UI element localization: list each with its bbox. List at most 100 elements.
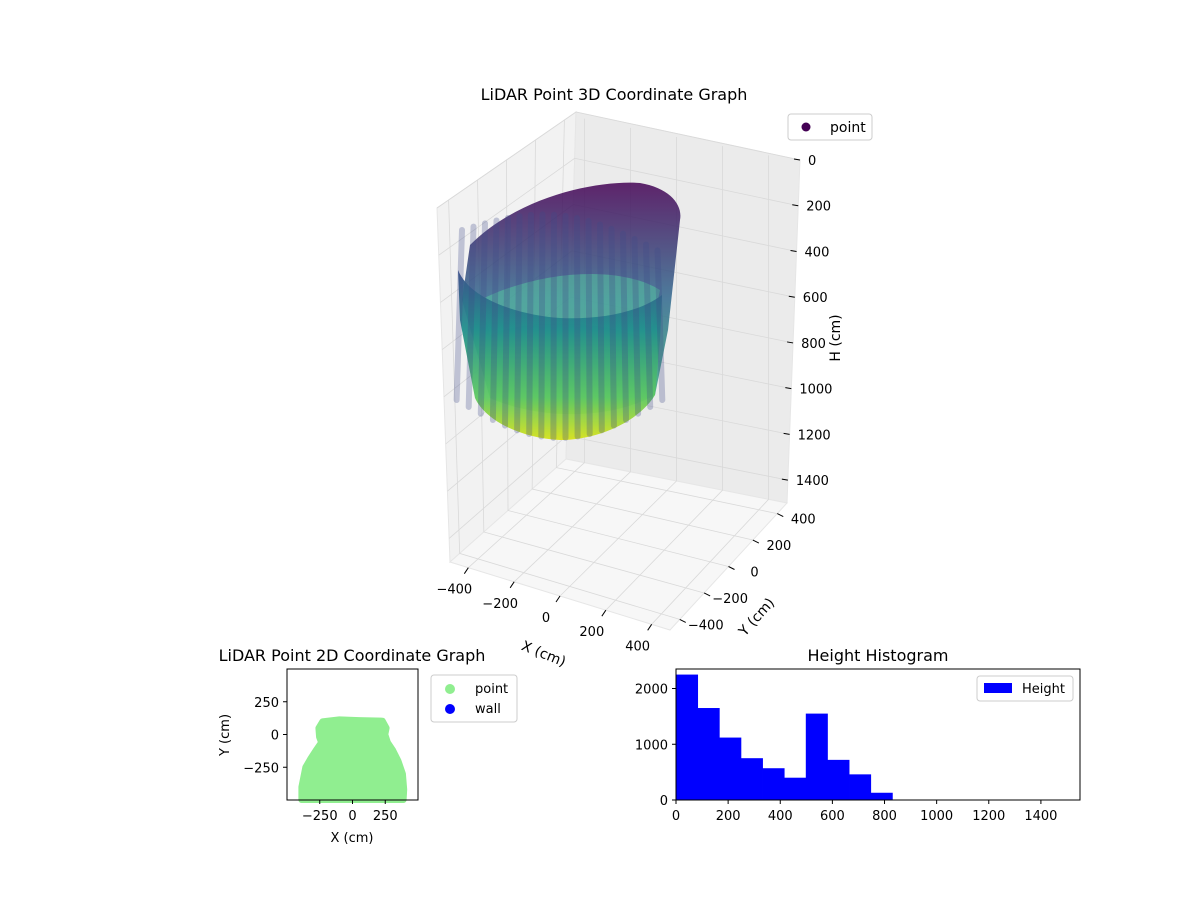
legend-marker-point: [801, 122, 811, 132]
y-tick-label-3: 200: [766, 539, 791, 554]
chart-2d-axes: −250 0 250 −250 0 250: [243, 696, 397, 824]
scan-line: [574, 214, 581, 440]
point-cloud-scan-lines: [453, 211, 666, 441]
legend-frame: [787, 113, 873, 141]
histogram-bar: [827, 759, 850, 800]
scan-line: [631, 235, 642, 417]
scan-line: [502, 214, 511, 429]
z-tick-3: [788, 295, 795, 298]
x-tick-label-4: 400: [625, 639, 650, 654]
y-tick-label-2d-1: 0: [271, 729, 279, 744]
x-tick-label-3: 200: [579, 625, 604, 640]
scan-line: [585, 217, 593, 438]
hist-y-tick-label-1: 1000: [635, 738, 668, 753]
legend-label-point: point: [830, 120, 866, 136]
chart-histogram: Height Histogram 0 200 400 600 800 1000 1200 14…: [635, 646, 1081, 824]
scan-line: [453, 227, 465, 403]
y-tick-3: [752, 539, 760, 544]
histogram-bar: [784, 777, 807, 800]
z-tick-2: [790, 249, 797, 252]
hist-x-tick-label-6: 1200: [972, 809, 1005, 824]
hist-x-tick-label-0: 0: [672, 809, 680, 824]
chart-3d-axes: −400−2000200400−400−20002004000200400600…: [436, 154, 832, 654]
x-tick-2: [555, 595, 561, 603]
histogram-legend-swatch: [984, 683, 1012, 693]
hist-x-tick-label-3: 600: [820, 809, 845, 824]
z-tick-label-3: 600: [803, 291, 828, 306]
scan-line: [538, 211, 546, 440]
scan-line: [465, 223, 477, 410]
x-tick-label-2d-0: −250: [302, 809, 338, 824]
grid-x-4: [651, 155, 769, 625]
histogram-title: Height Histogram: [808, 646, 949, 665]
x-tick-label-2d-1: 0: [348, 809, 356, 824]
scan-line: [643, 241, 654, 410]
histogram-bar: [740, 758, 763, 800]
legend-marker-2d-wall: [445, 704, 455, 714]
hist-x-tick-label-4: 800: [872, 809, 897, 824]
legend-label-2d-point: point: [475, 682, 508, 697]
z-tick-label-5: 1000: [799, 383, 832, 398]
x-tick-1: [509, 581, 515, 589]
chart-3d-xlabel: X (cm): [519, 638, 568, 670]
histogram-legend-label: Height: [1022, 682, 1065, 697]
grid-z-1: [438, 157, 799, 256]
histogram-bar: [849, 774, 872, 800]
z-tick-5: [785, 387, 792, 390]
y-tick-label-0: −400: [688, 618, 724, 633]
histogram-bar: [676, 674, 699, 800]
z-tick-label-1: 200: [806, 200, 831, 215]
chart-3d-title: LiDAR Point 3D Coordinate Graph: [481, 85, 748, 104]
scan-line: [550, 211, 557, 441]
histogram-bar: [719, 737, 742, 800]
z-tick-label-2: 400: [805, 245, 830, 260]
hist-y-tick-label-0: 0: [660, 794, 668, 809]
chart-2d-ylabel: Y (cm): [218, 714, 233, 757]
scan-line: [597, 221, 605, 434]
point-cloud-front-wall: [458, 270, 662, 440]
histogram-bar: [805, 713, 828, 800]
y-tick-label-1: −200: [712, 592, 748, 607]
x-tick-3: [601, 609, 607, 617]
chart-3d-point-cloud: [453, 182, 681, 441]
y-tick-2: [728, 566, 735, 570]
z-tick-1: [792, 204, 799, 207]
z-tick-label-4: 800: [801, 337, 826, 352]
chart-3d-zlabel: H (cm): [828, 314, 844, 361]
grid-y-0: [448, 199, 680, 620]
histogram-axes: 0 200 400 600 800 1000 1200 1400 0 1000 2000: [635, 683, 1058, 824]
scan-line: [526, 211, 534, 438]
hist-x-tick-label-1: 200: [716, 809, 741, 824]
chart-2d-legend: point wall: [430, 674, 518, 723]
histogram-legend-frame: [976, 675, 1074, 702]
scan-line: [654, 247, 666, 403]
z-tick-label-0: 0: [808, 154, 816, 169]
histogram-bar: [697, 708, 720, 800]
z-tick-7: [781, 478, 788, 481]
hist-x-tick-label-7: 1400: [1024, 809, 1057, 824]
histogram-bars: [676, 674, 893, 800]
y-tick-4: [777, 513, 784, 518]
histogram-plot-frame: [675, 668, 1081, 801]
x-tick-label-2d-2: 250: [373, 809, 398, 824]
z-tick-label-6: 1200: [798, 428, 831, 443]
y-tick-label-2d-2: 250: [254, 696, 279, 711]
scan-line: [489, 217, 500, 424]
x-tick-label-1: −200: [482, 597, 518, 612]
chart-3d: LiDAR Point 3D Coordinate Graph −400 −200…: [436, 85, 873, 670]
y-tick-label-2d-0: −250: [243, 761, 279, 776]
y-tick-label-4: 400: [791, 513, 816, 528]
grid-x-3: [605, 146, 723, 611]
histogram-bar: [870, 792, 893, 800]
scan-line: [477, 220, 488, 417]
hist-x-tick-label-5: 1000: [920, 809, 953, 824]
x-tick-label-2: 0: [542, 611, 550, 626]
hist-x-tick-label-2: 400: [768, 809, 793, 824]
scatter-2d-point-region: [298, 716, 408, 803]
legend-marker-2d-point: [445, 684, 455, 694]
hist-y-tick-label-2: 2000: [635, 683, 668, 698]
z-tick-0: [793, 158, 801, 161]
y-tick-1: [703, 592, 711, 597]
histogram-bar: [762, 768, 785, 800]
